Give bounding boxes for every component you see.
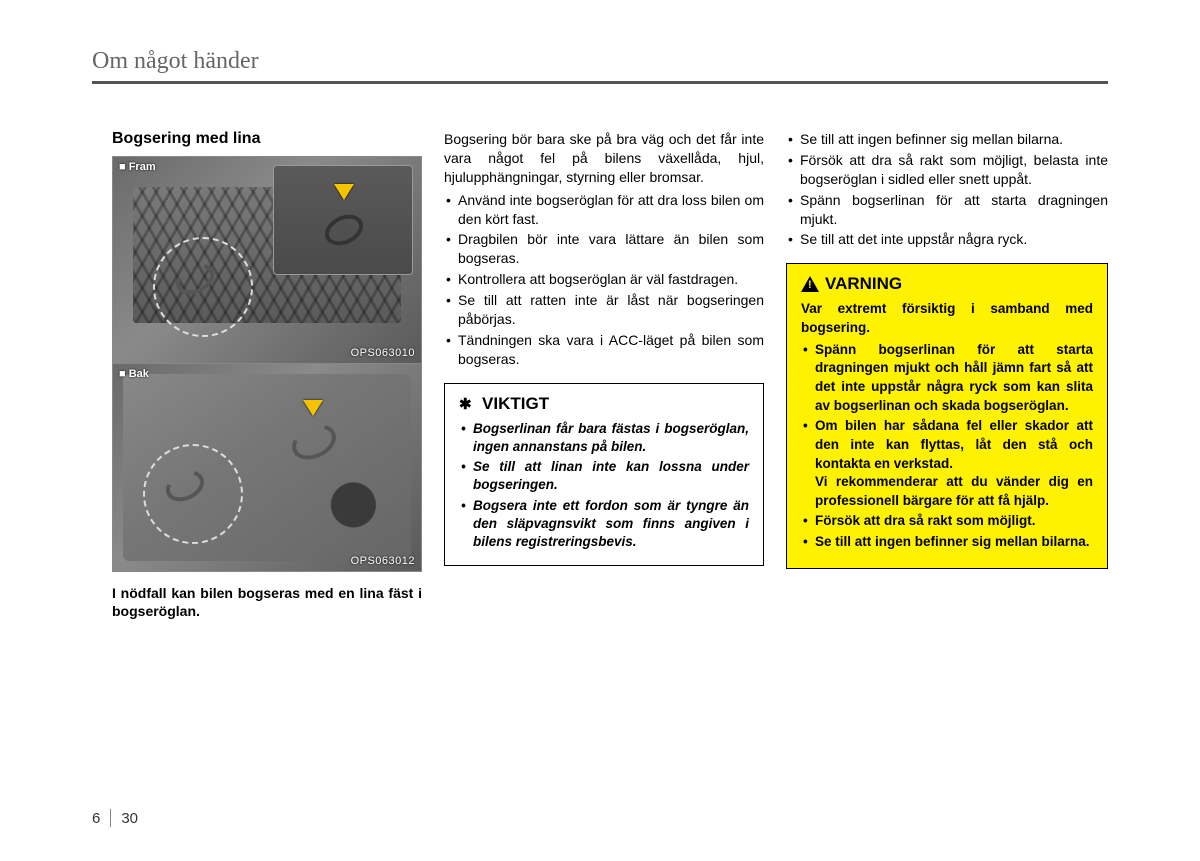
list-item: Se till att linan inte kan lossna under … [459,458,749,494]
figure-caption: I nödfall kan bilen bogseras med en lina… [112,584,422,620]
column-middle: Bogsering bör bara ske på bra väg och de… [444,130,764,620]
tow-hook-icon [320,209,368,251]
list-item: Kontrollera att bogseröglan är väl fastd… [444,270,764,289]
notice-title-row: ✱ VIKTIGT [459,394,749,414]
figure-code: OPS063010 [351,347,415,359]
figure-label: ■ Bak [119,368,149,380]
list-item: Dragbilen bör inte vara lättare än bilen… [444,230,764,268]
figure-front: ■ Fram OPS063010 [112,156,422,364]
page-header-title: Om något händer [92,48,1108,75]
list-item: Se till att ingen befinner sig mellan bi… [786,130,1108,149]
list-item: Använd inte bogseröglan för att dra loss… [444,191,764,229]
bullet-list: Se till att ingen befinner sig mellan bi… [786,130,1108,249]
list-item-sub: Vi rekommenderar att du vänder dig en pr… [815,473,1093,510]
list-item: Försök att dra så rakt som möjligt, bela… [786,151,1108,189]
warning-triangle-icon [801,276,819,292]
chapter-number: 6 [92,810,110,827]
warning-title: VARNING [825,274,902,294]
list-item: Tändningen ska vara i ACC-läget på bilen… [444,331,764,369]
list-item-text: Om bilen har sådana fel eller skador att… [815,418,1093,470]
intro-paragraph: Bogsering bör bara ske på bra väg och de… [444,130,764,187]
bullet-list: Använd inte bogseröglan för att dra loss… [444,191,764,369]
list-item: Se till att ratten inte är låst när bogs… [444,291,764,329]
warning-box: VARNING Var extremt försiktig i samband … [786,263,1108,568]
warning-title-row: VARNING [801,274,1093,294]
page-footer: 6 30 [92,809,138,827]
warning-lead: Var extremt försiktig i samband med bogs… [801,300,1093,336]
notice-title: VIKTIGT [482,394,549,413]
warning-list: Spänn bogserlinan för att starta dragnin… [801,341,1093,552]
page-header: Om något händer [92,48,1108,84]
list-item: Se till att ingen befinner sig mellan bi… [801,533,1093,552]
notice-box: ✱ VIKTIGT Bogserlinan får bara fästas i … [444,383,764,567]
column-left: Bogsering med lina ■ Fram OPS063010 ■ Ba… [112,130,422,620]
column-right: Se till att ingen befinner sig mellan bi… [786,130,1108,620]
list-item: Se till att det inte uppstår några ryck. [786,230,1108,249]
list-item: Spänn bogserlinan för att starta dragnin… [786,191,1108,229]
arrow-down-icon [334,184,354,200]
section-heading: Bogsering med lina [112,130,422,148]
list-item: Bogsera inte ett fordon som är tyngre än… [459,497,749,552]
list-item: Försök att dra så rakt som möjligt. [801,512,1093,531]
figure-code: OPS063012 [351,555,415,567]
figure-inset [273,165,413,275]
list-item: Bogserlinan får bara fästas i bogserögla… [459,420,749,456]
figure-rear: ■ Bak OPS063012 [112,364,422,572]
page-content: Bogsering med lina ■ Fram OPS063010 ■ Ba… [112,130,1108,620]
page-number: 30 [121,810,138,827]
figure-label: ■ Fram [119,161,156,173]
list-item: Spänn bogserlinan för att starta dragnin… [801,341,1093,416]
list-item: Om bilen har sådana fel eller skador att… [801,417,1093,510]
footer-divider [110,809,111,827]
exclaim-icon: ✱ [459,396,472,413]
notice-list: Bogserlinan får bara fästas i bogserögla… [459,420,749,552]
arrow-down-icon [303,400,323,416]
